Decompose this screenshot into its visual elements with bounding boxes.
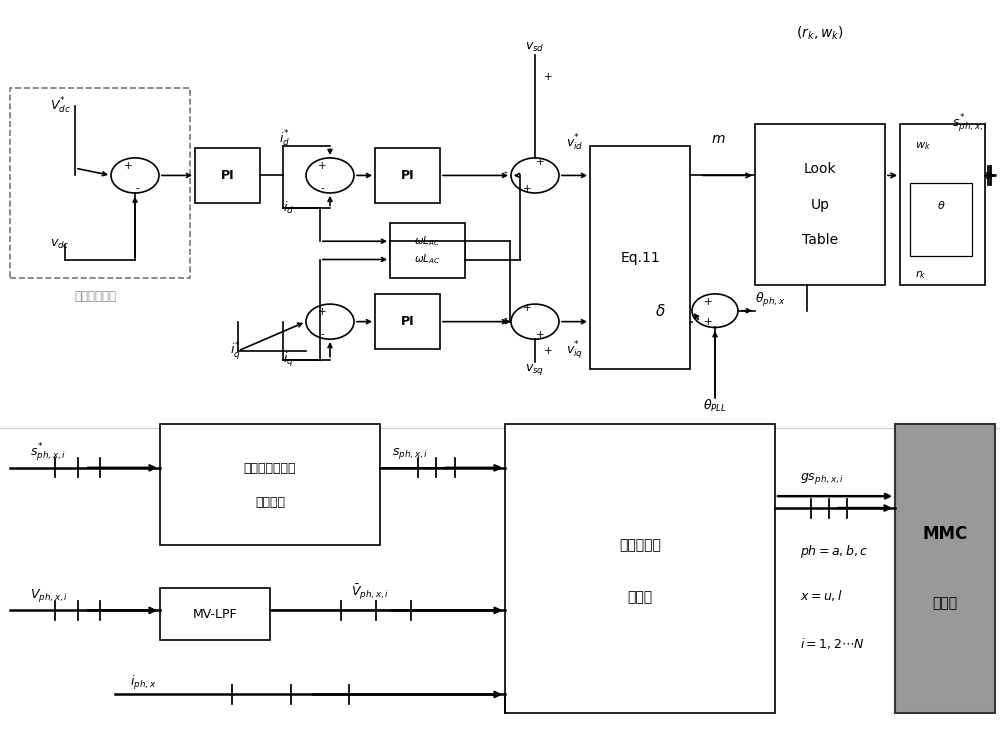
Text: $ph=a,b,c$: $ph=a,b,c$ (800, 543, 868, 561)
Text: $v_{id}^{*}$: $v_{id}^{*}$ (566, 132, 584, 153)
Text: -: - (503, 167, 507, 177)
Bar (910, 183, 972, 256)
Text: $i_{d}^{*}$: $i_{d}^{*}$ (279, 129, 291, 149)
Text: +: + (124, 161, 132, 171)
Bar (390, 241, 465, 278)
Text: +: + (704, 297, 712, 307)
Bar (505, 424, 775, 713)
Bar (10, 88, 190, 278)
Text: $s^{*}_{ph,x,i}$: $s^{*}_{ph,x,i}$ (30, 442, 66, 464)
Text: $i_{q}^{*}$: $i_{q}^{*}$ (230, 340, 240, 362)
Text: $i_{q}$: $i_{q}$ (283, 351, 294, 368)
Text: 功率级: 功率级 (932, 596, 958, 610)
Text: $\delta$: $\delta$ (655, 303, 665, 319)
Text: $i=1,2\cdots N$: $i=1,2\cdots N$ (800, 636, 865, 651)
Text: +: + (536, 157, 544, 167)
Bar (900, 124, 985, 285)
Text: +: + (544, 72, 552, 82)
Text: $s_{ph,x,i}$: $s_{ph,x,i}$ (392, 446, 428, 461)
Text: $v_{iq}^{*}$: $v_{iq}^{*}$ (566, 340, 584, 362)
Text: 衡控制: 衡控制 (627, 590, 653, 605)
Text: $V_{dc}^{*}$: $V_{dc}^{*}$ (50, 96, 71, 116)
Text: $\omega L_{AC}$: $\omega L_{AC}$ (414, 253, 441, 266)
Text: $s^{*}_{ph,x,i}$: $s^{*}_{ph,x,i}$ (952, 113, 988, 135)
Text: $(r_k, w_k)$: $(r_k, w_k)$ (796, 24, 844, 42)
Text: $v_{dc}$: $v_{dc}$ (50, 238, 70, 251)
Text: +: + (704, 317, 712, 327)
Text: $x=u,l$: $x=u,l$ (800, 588, 843, 603)
Text: $i_{ph,x}$: $i_{ph,x}$ (130, 675, 156, 692)
Text: +: + (318, 161, 326, 171)
Text: $gs_{ph,x,i}$: $gs_{ph,x,i}$ (800, 471, 844, 486)
Text: 对脉冲波形顺序: 对脉冲波形顺序 (244, 462, 296, 475)
Bar (375, 148, 440, 203)
Text: $V_{ph,x,i}$: $V_{ph,x,i}$ (30, 587, 68, 605)
Text: $\theta_{PLL}$: $\theta_{PLL}$ (703, 398, 727, 414)
Bar (755, 124, 885, 285)
Text: -: - (503, 313, 507, 323)
Bar (390, 223, 465, 260)
Text: +: + (318, 307, 326, 317)
Text: $i_{d}$: $i_{d}$ (283, 200, 294, 216)
Text: $\theta$: $\theta$ (937, 199, 945, 211)
Text: -: - (320, 183, 324, 193)
Text: MV-LPF: MV-LPF (193, 607, 237, 621)
Text: $\theta_{ph,x}$: $\theta_{ph,x}$ (755, 291, 785, 308)
Text: MMC: MMC (922, 525, 968, 542)
Text: PI: PI (401, 315, 414, 328)
Text: $w_k$: $w_k$ (915, 140, 931, 152)
Bar (895, 424, 995, 713)
Text: 仅限整流模式: 仅限整流模式 (74, 289, 116, 303)
Text: -: - (320, 329, 324, 339)
Text: Table: Table (802, 233, 838, 247)
Text: $v_{sq}$: $v_{sq}$ (525, 362, 545, 376)
Bar (375, 294, 440, 349)
Text: Look: Look (804, 162, 836, 176)
Text: Eq.11: Eq.11 (620, 251, 660, 265)
Text: PI: PI (221, 169, 234, 182)
Text: Up: Up (811, 197, 830, 212)
Bar (160, 588, 270, 640)
Text: 电容电压平: 电容电压平 (619, 538, 661, 552)
Text: +: + (544, 346, 552, 356)
Text: $\bar{V}_{ph,x,i}$: $\bar{V}_{ph,x,i}$ (351, 583, 389, 602)
Text: $m$: $m$ (711, 132, 725, 146)
Bar (160, 424, 380, 545)
Text: $v_{sd}$: $v_{sd}$ (525, 41, 545, 54)
Text: PI: PI (401, 169, 414, 182)
Text: 进行移位: 进行移位 (255, 496, 285, 509)
Text: -: - (135, 183, 139, 193)
Text: +: + (523, 184, 531, 194)
Text: $r_k$: $r_k$ (915, 268, 926, 281)
Text: +: + (536, 330, 544, 340)
Text: +: + (523, 303, 531, 313)
Bar (195, 148, 260, 203)
Bar (590, 146, 690, 369)
Text: $\omega L_{AC}$: $\omega L_{AC}$ (414, 235, 441, 248)
